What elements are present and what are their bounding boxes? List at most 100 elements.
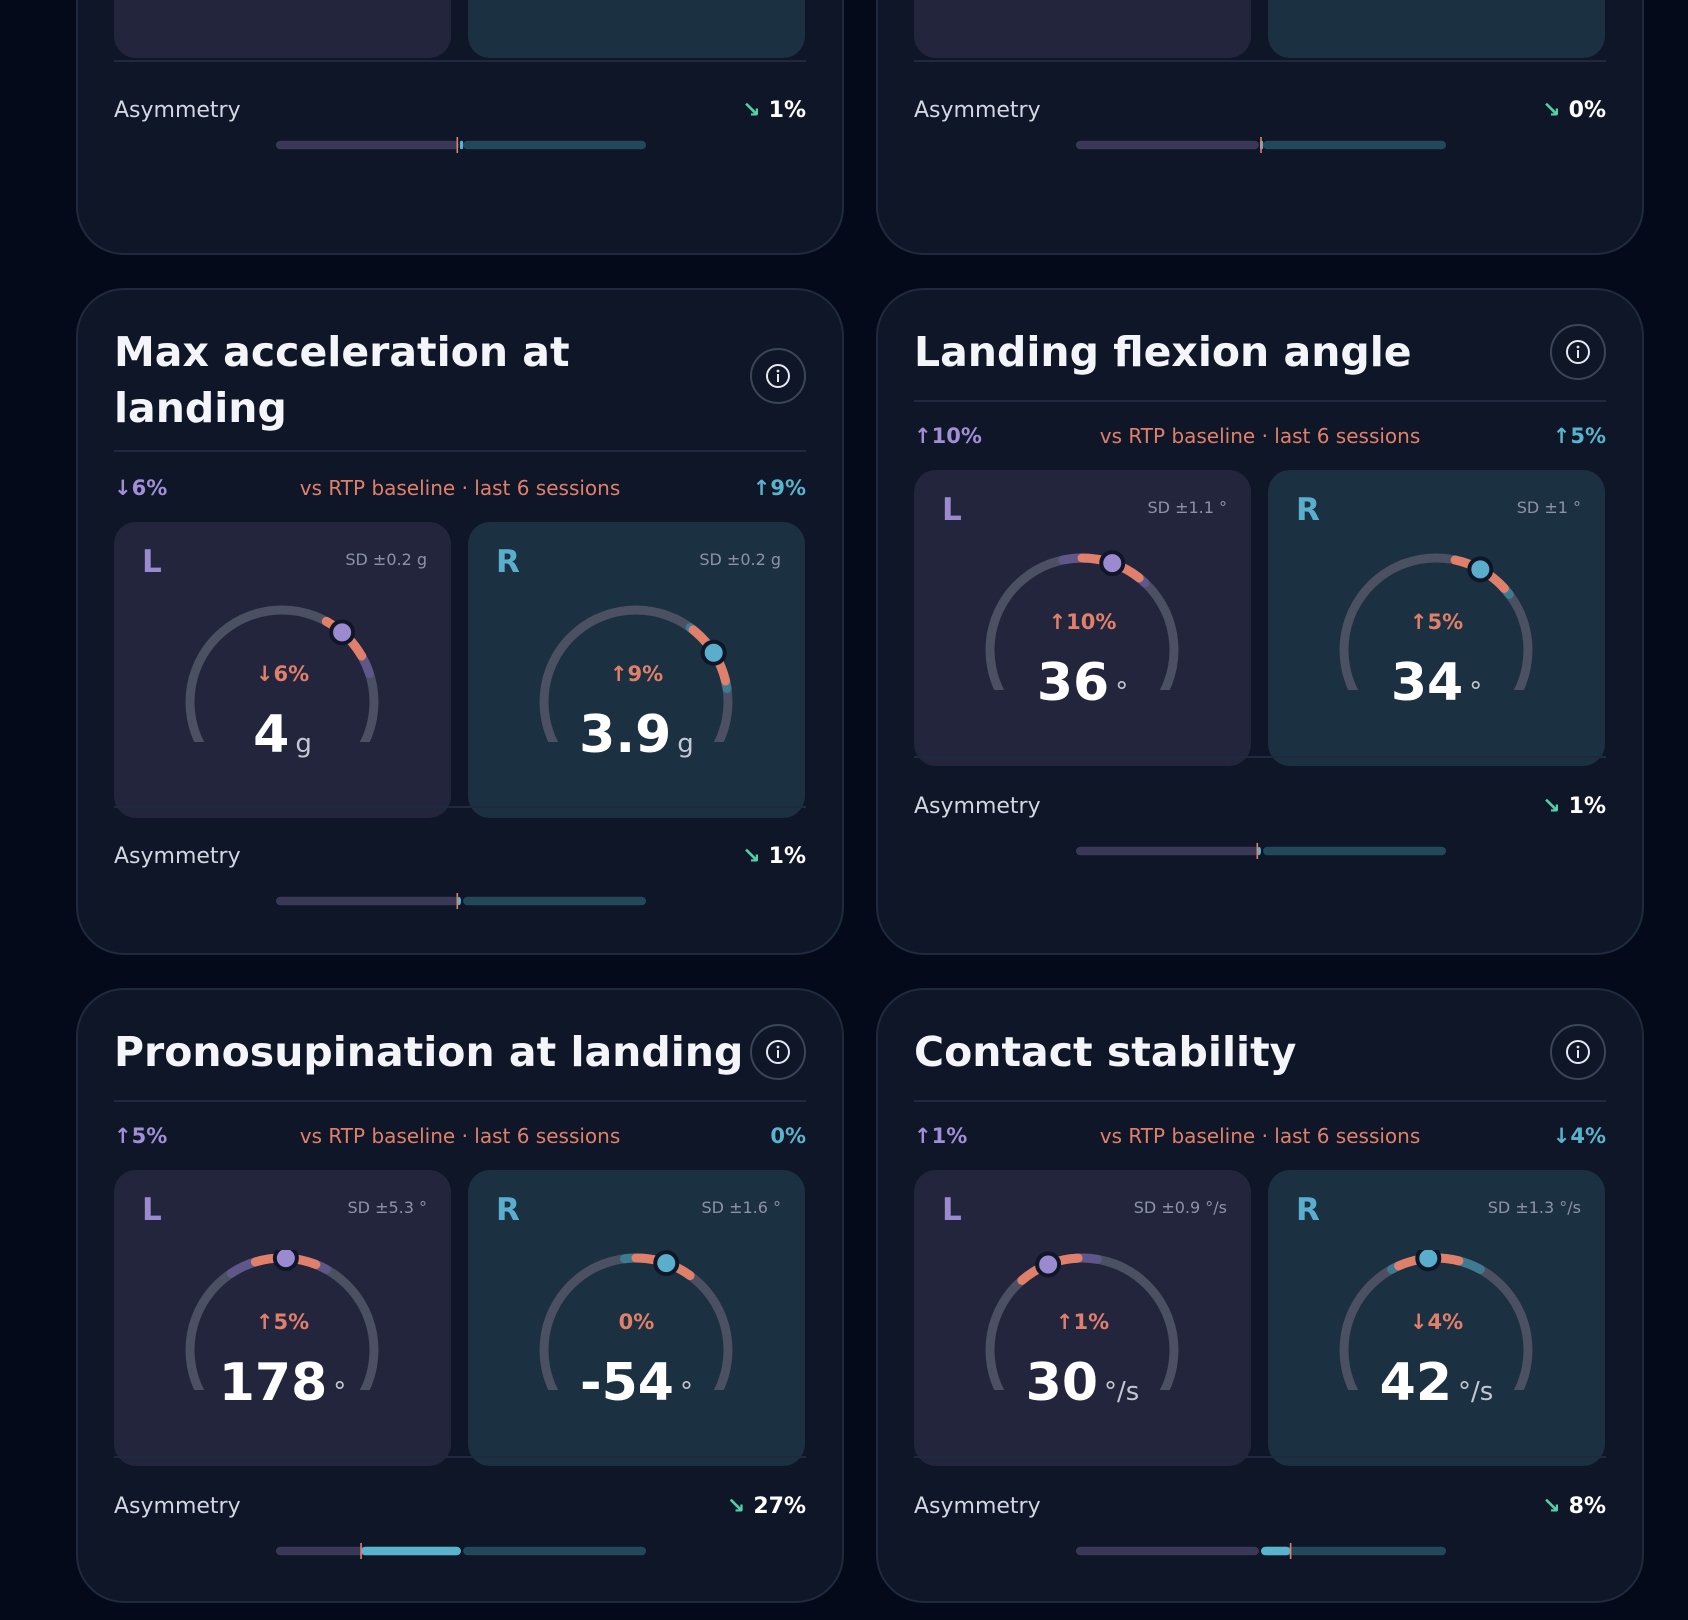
side-letter: L — [942, 492, 962, 528]
asymmetry-row: Asymmetry ↘ 1% — [114, 94, 806, 128]
left-side-panel: L SD ±0.9 °/s ↑1% 30 °/s — [914, 1170, 1251, 1466]
trend-arrow-icon: ↘ — [1542, 794, 1561, 819]
left-trend: ↑10% — [914, 424, 982, 448]
gauge-arc — [539, 1250, 733, 1390]
baseline-text: vs RTP baseline · last 6 sessions — [299, 476, 621, 500]
side-letter: L — [142, 1192, 162, 1228]
info-button[interactable] — [1550, 1024, 1606, 1080]
info-icon — [766, 364, 790, 388]
trend-arrow-icon: ↘ — [1542, 98, 1561, 123]
asymmetry-right-track — [1263, 846, 1447, 856]
card-title: Pronosupination at landing — [114, 1028, 744, 1076]
right-side-panel: 674°/s — [1268, 0, 1605, 58]
sd-label: SD ±0.2 g — [699, 550, 781, 569]
info-button[interactable] — [750, 348, 806, 404]
gauge-arc — [985, 550, 1179, 690]
baseline-text: vs RTP baseline · last 6 sessions — [299, 1124, 621, 1148]
asymmetry-fill — [459, 140, 464, 150]
metric-unit: °/s — [1458, 1377, 1494, 1407]
metric-unit: ° — [1115, 677, 1129, 707]
asymmetry-label: Asymmetry — [914, 98, 1041, 123]
asymmetry-value-group: ↘ 8% — [1542, 1490, 1606, 1524]
title-divider — [114, 450, 806, 452]
metric-unit: °/s — [1104, 1377, 1140, 1407]
asymmetry-marker — [1289, 1543, 1292, 1559]
gauge-change: ↓4% — [1409, 1310, 1464, 1334]
asymmetry-value-group: ↘ 1% — [1542, 790, 1606, 824]
gauge-marker — [700, 639, 727, 666]
asymmetry-label: Asymmetry — [114, 844, 241, 869]
asymmetry-row: Asymmetry ↘ 1% — [114, 840, 806, 874]
metric-value: 34 — [1390, 653, 1464, 713]
info-button[interactable] — [1550, 324, 1606, 380]
asymmetry-value: 1% — [1568, 794, 1606, 819]
right-side-panel: 34° — [468, 0, 805, 58]
gauge-marker — [1415, 1250, 1442, 1272]
gauge-marker — [329, 619, 356, 646]
asymmetry-right-track — [1263, 140, 1447, 150]
left-side-panel: L SD ±1.1 ° ↑10% 36 ° — [914, 470, 1251, 766]
sd-label: SD ±0.9 °/s — [1133, 1198, 1227, 1217]
left-trend: ↑1% — [914, 1124, 968, 1148]
right-trend: ↑9% — [752, 476, 806, 500]
asymmetry-fill — [361, 1546, 461, 1556]
metric-value: -54 — [580, 1353, 674, 1413]
side-letter: L — [942, 1192, 962, 1228]
gauge-change: ↑1% — [1055, 1310, 1110, 1334]
gauge-marker — [272, 1250, 299, 1272]
baseline-row: ↑1% vs RTP baseline · last 6 sessions ↓4% — [914, 1120, 1606, 1152]
right-side-panel: R SD ±0.2 g ↑9% 3.9 g — [468, 522, 805, 818]
metric-unit: ° — [679, 1377, 693, 1407]
asymmetry-bar — [275, 893, 647, 909]
metric-card: Max acceleration at landing ↓6% vs RTP bas… — [76, 288, 844, 955]
info-button[interactable] — [750, 1024, 806, 1080]
asymmetry-value: 1% — [768, 844, 806, 869]
card-title: Landing flexion angle — [914, 328, 1412, 376]
asymmetry-right-track — [1263, 1546, 1447, 1556]
asymmetry-marker — [1260, 137, 1262, 153]
right-side-panel: R SD ±1 ° ↑5% 34 ° — [1268, 470, 1605, 766]
gauge-arc — [985, 1251, 1179, 1390]
asymmetry-fill — [457, 896, 461, 906]
asymmetry-marker — [360, 1543, 362, 1559]
left-side-panel: L SD ±5.3 ° ↑5% 178 ° — [114, 1170, 451, 1466]
asymmetry-row: Asymmetry ↘ 1% — [914, 790, 1606, 824]
asymmetry-label: Asymmetry — [914, 794, 1041, 819]
gauge-marker — [653, 1250, 680, 1277]
asymmetry-value: 8% — [1568, 1494, 1606, 1519]
asymmetry-divider — [914, 756, 1606, 758]
gauge-change: ↑10% — [1048, 610, 1117, 634]
left-side-panel: L SD ±0.2 g ↓6% 4 g — [114, 522, 451, 818]
gauge-change: ↑9% — [609, 662, 664, 686]
asymmetry-right-track — [463, 896, 647, 906]
asymmetry-value-group: ↘ 1% — [742, 840, 806, 874]
gauge-change: 0% — [618, 1310, 655, 1334]
asymmetry-row: Asymmetry ↘ 8% — [914, 1490, 1606, 1524]
side-letter: R — [1296, 1192, 1320, 1228]
metric-value: 3.9 — [579, 705, 672, 765]
asymmetry-right-track — [463, 140, 647, 150]
sd-label: SD ±1.3 °/s — [1487, 1198, 1581, 1217]
gauge-track — [1339, 553, 1533, 690]
trend-arrow-icon: ↘ — [742, 844, 761, 869]
gauge-change: ↓6% — [255, 662, 310, 686]
left-side-panel: 666°/s — [914, 0, 1251, 58]
asymmetry-marker — [1256, 843, 1259, 859]
asymmetry-bar — [1075, 843, 1447, 859]
gauge-marker — [1099, 550, 1126, 577]
value-row: -54 ° — [468, 1352, 805, 1426]
right-side-panel: R SD ±1.3 °/s ↓4% 42 °/s — [1268, 1170, 1605, 1466]
sd-label: SD ±1 ° — [1516, 498, 1581, 517]
baseline-row: ↑5% vs RTP baseline · last 6 sessions 0% — [114, 1120, 806, 1152]
gauge-arc — [1339, 1250, 1533, 1390]
asymmetry-row: Asymmetry ↘ 27% — [114, 1490, 806, 1524]
metric-value: 30 — [1025, 1353, 1099, 1413]
asymmetry-bar — [275, 137, 647, 153]
right-trend: ↑5% — [1552, 424, 1606, 448]
asymmetry-row: Asymmetry ↘ 0% — [914, 94, 1606, 128]
metric-unit: g — [677, 729, 694, 759]
info-icon — [766, 1040, 790, 1064]
asymmetry-label: Asymmetry — [114, 1494, 241, 1519]
gauge-marker — [1467, 556, 1494, 583]
